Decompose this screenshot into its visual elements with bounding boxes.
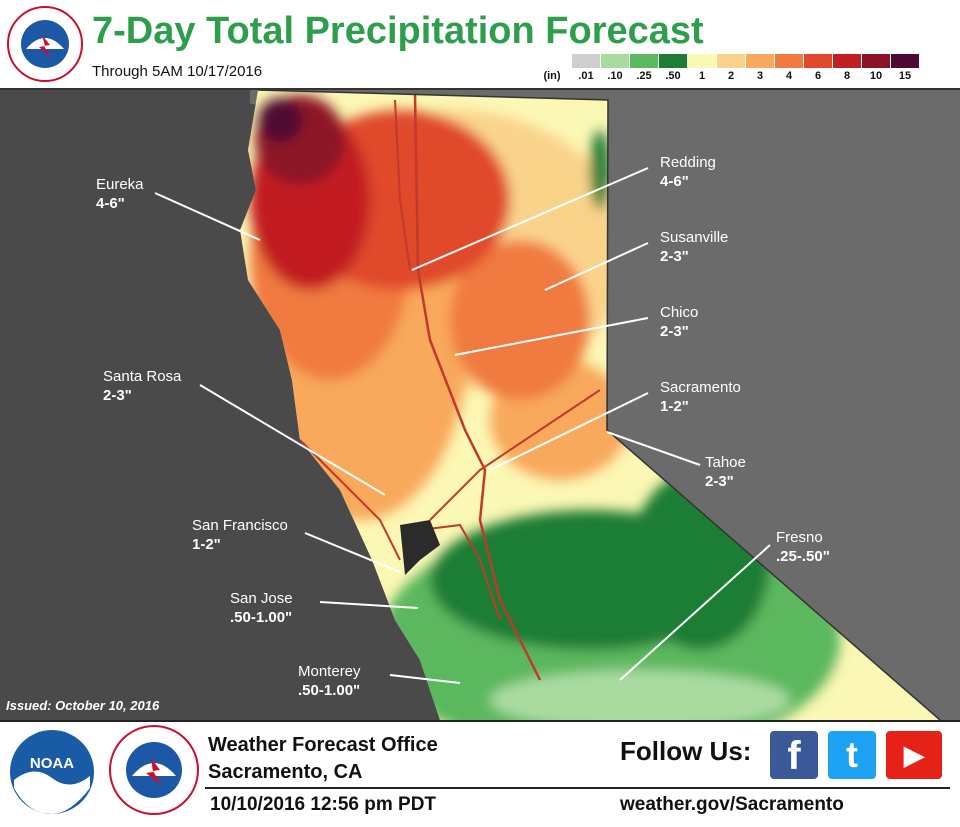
location-label-monterey: Monterey .50-1.00" [298,663,361,699]
legend-swatch [746,54,774,68]
legend-swatch [717,54,745,68]
noaa-logo-text: NOAA [30,755,74,772]
location-label-san-jose: San Jose .50-1.00" [230,590,293,626]
location-label-chico: Chico 2-3" [660,304,699,340]
legend-swatch [659,54,687,68]
location-label-eureka: Eureka 4-6" [96,176,144,212]
legend-label: .01 [578,70,594,82]
location-label-susanville: Susanville 2-3" [660,229,729,265]
legend-swatch [601,54,629,68]
location-label-fresno: Fresno .25-.50" [776,529,830,565]
precip-map [0,90,960,720]
follow-us-label: Follow Us: [620,736,752,766]
legend-label: 10 [869,70,883,82]
legend-label: 3 [756,70,764,82]
legend-swatch [833,54,861,68]
location-label-santa-rosa: Santa Rosa 2-3" [103,368,182,404]
legend-swatch [775,54,803,68]
legend-label: 4 [785,70,793,82]
location-label-redding: Redding 4-6" [660,154,716,190]
legend-label: .10 [607,70,623,82]
facebook-icon[interactable]: f [770,731,818,779]
legend-label: 15 [898,70,912,82]
location-label-san-francisco: San Francisco 1-2" [192,517,288,553]
legend-label: 6 [814,70,822,82]
location-label-sacramento: Sacramento 1-2" [660,379,741,415]
leader-lines [154,167,771,684]
nws-logo-header [7,6,83,82]
website-link[interactable]: weather.gov/Sacramento [620,794,844,815]
legend-label: 1 [698,70,706,82]
legend-label: .50 [665,70,681,82]
header: 7-Day Total Precipitation Forecast Throu… [0,0,960,90]
location-label-tahoe: Tahoe 2-3" [705,454,746,490]
legend-swatch [630,54,658,68]
legend-swatch [688,54,716,68]
page-title: 7-Day Total Precipitation Forecast [92,10,704,52]
legend-label: 2 [727,70,735,82]
legend-swatch [891,54,919,68]
twitter-icon[interactable]: t [828,731,876,779]
legend-label: 8 [843,70,851,82]
nws-logo-footer [109,725,199,815]
footer-divider [205,787,950,789]
office-name: Weather Forecast Office Sacramento, CA [208,734,438,783]
issued-date: Issued: October 10, 2016 [6,698,160,713]
forecast-period: Through 5AM 10/17/2016 [92,63,263,80]
legend-unit: (in) [543,70,561,82]
legend-swatch [572,54,600,68]
youtube-icon[interactable]: ▶ [886,731,942,779]
legend-swatch [862,54,890,68]
noaa-logo: NOAA [10,730,94,814]
legend-label: .25 [636,70,652,82]
legend-swatch [804,54,832,68]
issue-datetime: 10/10/2016 12:56 pm PDT [210,794,437,815]
